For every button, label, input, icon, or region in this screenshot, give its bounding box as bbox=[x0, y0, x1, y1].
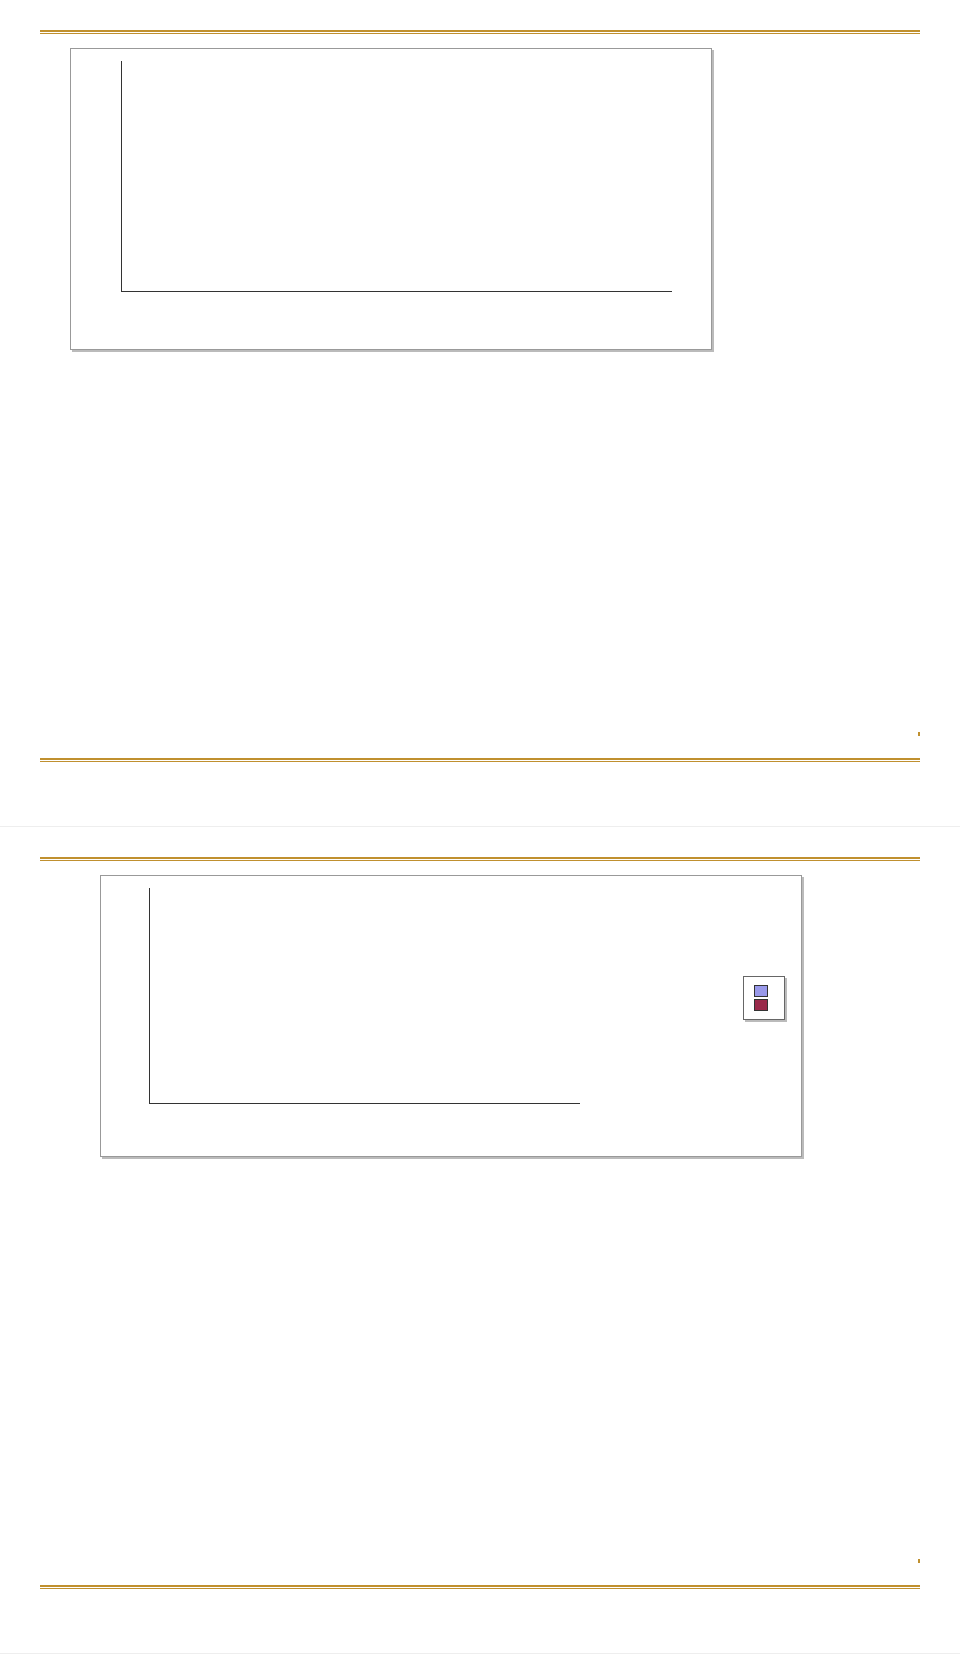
chart-plot-area bbox=[121, 61, 672, 292]
logo-ielm bbox=[40, 771, 44, 787]
slide-24 bbox=[0, 827, 960, 1654]
divider bbox=[40, 1588, 920, 1589]
divider bbox=[40, 33, 920, 34]
legend-swatch bbox=[754, 985, 768, 997]
note-text bbox=[910, 732, 920, 736]
divider bbox=[40, 860, 920, 861]
divider bbox=[40, 761, 920, 762]
divider bbox=[40, 30, 920, 32]
logo-ielm bbox=[40, 1598, 44, 1614]
footer-center bbox=[477, 772, 487, 786]
legend-item bbox=[754, 999, 774, 1011]
footer bbox=[40, 1585, 920, 1635]
divider bbox=[40, 857, 920, 859]
delivery-mode-chart bbox=[100, 875, 802, 1157]
link-depth-chart bbox=[70, 48, 712, 350]
slide-23 bbox=[0, 0, 960, 827]
note-text bbox=[910, 1559, 920, 1563]
footer-center bbox=[477, 1599, 487, 1613]
chart-plot-area bbox=[149, 888, 580, 1104]
divider bbox=[40, 758, 920, 760]
legend-swatch bbox=[754, 999, 768, 1011]
chart-legend bbox=[743, 976, 785, 1020]
divider bbox=[40, 1585, 920, 1587]
footer bbox=[40, 758, 920, 808]
legend-item bbox=[754, 985, 774, 997]
